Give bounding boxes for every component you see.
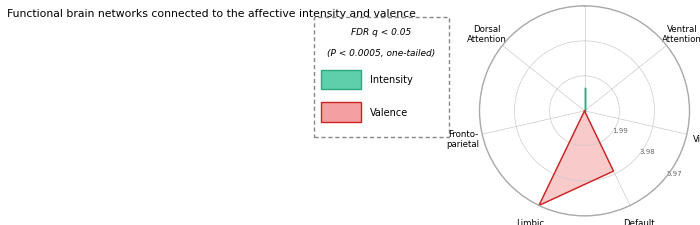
Text: FDR q < 0.05: FDR q < 0.05 bbox=[351, 28, 412, 37]
FancyBboxPatch shape bbox=[321, 70, 360, 90]
Text: Functional brain networks connected to the affective intensity and valence: Functional brain networks connected to t… bbox=[7, 9, 416, 19]
Text: (P < 0.0005, one-tailed): (P < 0.0005, one-tailed) bbox=[328, 49, 435, 58]
Text: Intensity: Intensity bbox=[370, 75, 413, 85]
FancyBboxPatch shape bbox=[321, 102, 360, 122]
Polygon shape bbox=[539, 111, 613, 206]
Text: Valence: Valence bbox=[370, 107, 409, 117]
